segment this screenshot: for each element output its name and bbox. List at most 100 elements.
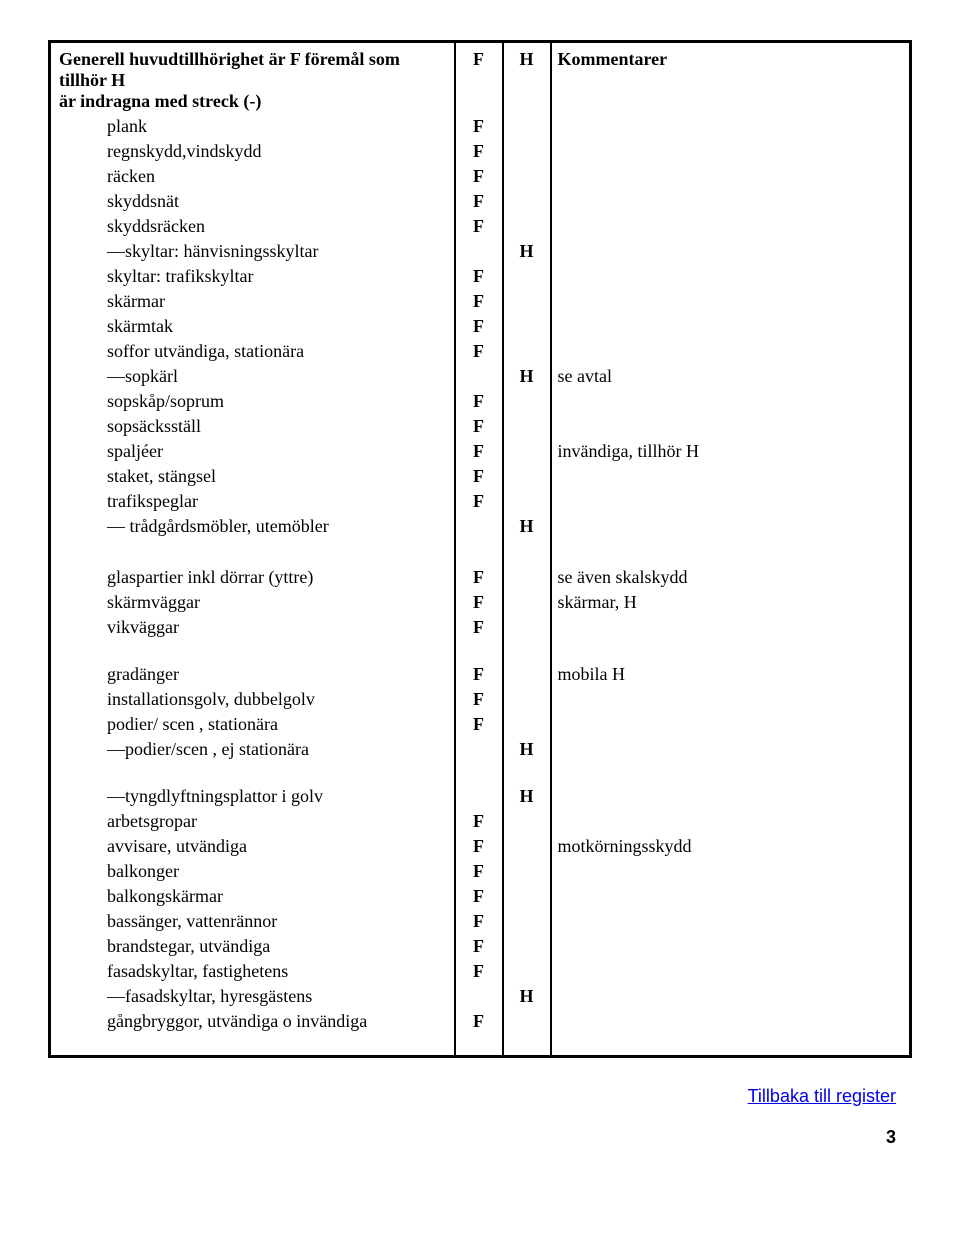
row-comment bbox=[551, 264, 911, 289]
row-h bbox=[503, 834, 551, 859]
row-h bbox=[503, 489, 551, 514]
row-label: avvisare, utvändiga bbox=[50, 834, 455, 859]
row-comment bbox=[551, 884, 911, 909]
table-row: —fasadskyltar, hyresgästensH bbox=[50, 984, 911, 1009]
row-comment bbox=[551, 489, 911, 514]
table-row: skyddsräckenF bbox=[50, 214, 911, 239]
row-f: F bbox=[455, 687, 503, 712]
row-label: —sopkärl bbox=[50, 364, 455, 389]
row-label: balkongskärmar bbox=[50, 884, 455, 909]
row-f: F bbox=[455, 834, 503, 859]
row-f: F bbox=[455, 934, 503, 959]
row-label: —fasadskyltar, hyresgästens bbox=[50, 984, 455, 1009]
row-f: F bbox=[455, 909, 503, 934]
row-label: skyddsnät bbox=[50, 189, 455, 214]
row-label: plank bbox=[50, 114, 455, 139]
table-row: balkongerF bbox=[50, 859, 911, 884]
table-row: sopsäcksställF bbox=[50, 414, 911, 439]
table-row: skärmarF bbox=[50, 289, 911, 314]
table-row: —podier/scen , ej stationära H bbox=[50, 737, 911, 762]
row-label: regnskydd,vindskydd bbox=[50, 139, 455, 164]
table-row: gradängerF mobila H bbox=[50, 662, 911, 687]
row-comment bbox=[551, 687, 911, 712]
row-h: H bbox=[503, 364, 551, 389]
row-h bbox=[503, 339, 551, 364]
row-comment bbox=[551, 389, 911, 414]
row-f bbox=[455, 364, 503, 389]
row-comment: se avtal bbox=[551, 364, 911, 389]
row-label: vikväggar bbox=[50, 615, 455, 640]
row-comment bbox=[551, 909, 911, 934]
table-row: skärmtakF bbox=[50, 314, 911, 339]
table-row: avvisare, utvändigaFmotkörningsskydd bbox=[50, 834, 911, 859]
row-h bbox=[503, 809, 551, 834]
row-f bbox=[455, 514, 503, 539]
row-f: F bbox=[455, 189, 503, 214]
row-comment bbox=[551, 139, 911, 164]
table-row: — trådgårdsmöbler, utemöblerH bbox=[50, 514, 911, 539]
row-label: —podier/scen , ej stationära bbox=[50, 737, 455, 762]
row-label: bassänger, vattenrännor bbox=[50, 909, 455, 934]
row-comment: skärmar, H bbox=[551, 590, 911, 615]
row-h bbox=[503, 289, 551, 314]
row-h bbox=[503, 565, 551, 590]
header-col-comment: Kommentarer bbox=[551, 42, 911, 115]
row-h: H bbox=[503, 737, 551, 762]
row-comment bbox=[551, 339, 911, 364]
row-comment: invändiga, tillhör H bbox=[551, 439, 911, 464]
row-label: skärmväggar bbox=[50, 590, 455, 615]
row-f: F bbox=[455, 339, 503, 364]
rows-group-d: —tyngdlyftningsplattor i golvHarbetsgrop… bbox=[50, 784, 911, 1034]
row-label: räcken bbox=[50, 164, 455, 189]
row-h bbox=[503, 164, 551, 189]
row-h bbox=[503, 909, 551, 934]
row-h bbox=[503, 934, 551, 959]
row-f bbox=[455, 984, 503, 1009]
table-row: installationsgolv, dubbelgolvF bbox=[50, 687, 911, 712]
row-f: F bbox=[455, 414, 503, 439]
header-col-f: F bbox=[455, 42, 503, 115]
footer: Tillbaka till register bbox=[48, 1086, 912, 1107]
row-label: soffor utvändiga, stationära bbox=[50, 339, 455, 364]
header-col-h: H bbox=[503, 42, 551, 115]
row-f: F bbox=[455, 214, 503, 239]
row-comment bbox=[551, 214, 911, 239]
row-f: F bbox=[455, 959, 503, 984]
row-f: F bbox=[455, 884, 503, 909]
rows-group-b: glaspartier inkl dörrar (yttre)Fse även … bbox=[50, 565, 911, 640]
row-h bbox=[503, 1009, 551, 1034]
row-comment bbox=[551, 737, 911, 762]
row-label: sopsäcksställ bbox=[50, 414, 455, 439]
row-h bbox=[503, 590, 551, 615]
row-comment bbox=[551, 984, 911, 1009]
row-f: F bbox=[455, 615, 503, 640]
row-h bbox=[503, 687, 551, 712]
row-h: H bbox=[503, 239, 551, 264]
row-comment bbox=[551, 314, 911, 339]
rows-group-a: plankFregnskydd,vindskyddFräckenFskyddsn… bbox=[50, 114, 911, 539]
row-f: F bbox=[455, 314, 503, 339]
row-comment bbox=[551, 414, 911, 439]
row-f: F bbox=[455, 289, 503, 314]
row-comment bbox=[551, 809, 911, 834]
row-comment: se även skalskydd bbox=[551, 565, 911, 590]
row-f: F bbox=[455, 439, 503, 464]
row-label: spaljéer bbox=[50, 439, 455, 464]
row-comment bbox=[551, 289, 911, 314]
table-row: glaspartier inkl dörrar (yttre)Fse även … bbox=[50, 565, 911, 590]
row-label: balkonger bbox=[50, 859, 455, 884]
back-to-register-link[interactable]: Tillbaka till register bbox=[748, 1086, 896, 1107]
row-comment bbox=[551, 784, 911, 809]
row-f: F bbox=[455, 464, 503, 489]
row-comment bbox=[551, 114, 911, 139]
table-row: plankF bbox=[50, 114, 911, 139]
row-comment: motkörningsskydd bbox=[551, 834, 911, 859]
row-f: F bbox=[455, 1009, 503, 1034]
row-label: — trådgårdsmöbler, utemöbler bbox=[50, 514, 455, 539]
row-label: arbetsgropar bbox=[50, 809, 455, 834]
table-row: —tyngdlyftningsplattor i golvH bbox=[50, 784, 911, 809]
row-label: glaspartier inkl dörrar (yttre) bbox=[50, 565, 455, 590]
row-h bbox=[503, 615, 551, 640]
page-number: 3 bbox=[886, 1127, 896, 1147]
rows-group-c: gradängerF mobila Hinstallationsgolv, du… bbox=[50, 662, 911, 762]
